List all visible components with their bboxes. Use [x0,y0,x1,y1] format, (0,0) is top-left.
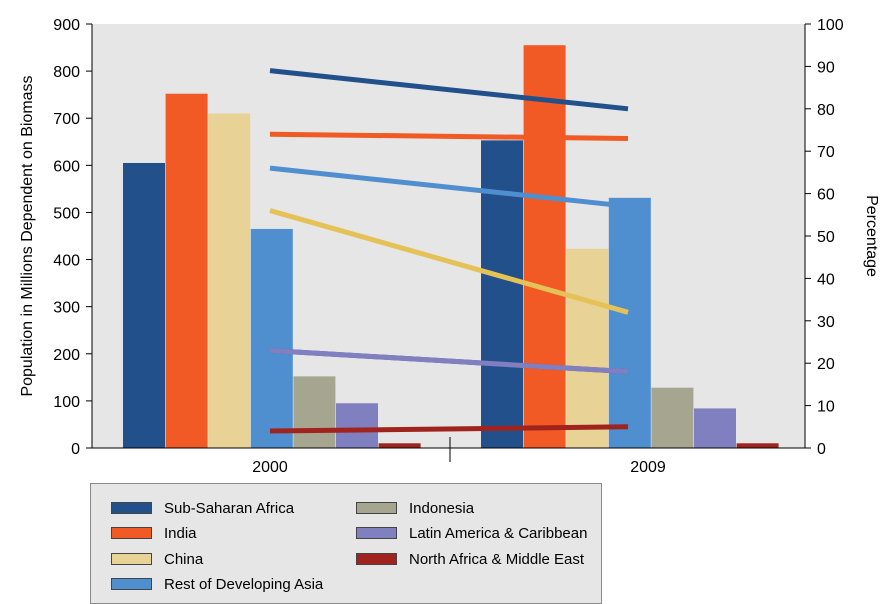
right-tick-label: 30 [817,314,835,331]
bar-india-2000 [165,93,208,449]
legend-swatch [356,502,397,514]
right-tick-label: 70 [817,144,835,161]
legend-swatch [111,527,152,539]
category-label-2009: 2009 [630,459,666,476]
legend-label: Rest of Developing Asia [164,575,324,593]
legend-label: Latin America & Caribbean [409,524,588,542]
bar-india-2009 [523,45,566,448]
legend-swatch [111,553,152,565]
right-tick-label: 90 [817,59,835,76]
left-tick-label: 700 [53,111,80,128]
bar-latin-america-caribbean-2009 [694,408,736,448]
legend: Sub-Saharan Africa India China Rest of D… [90,483,602,604]
percentage-line-china [269,208,629,315]
legend-label: Sub-Saharan Africa [164,499,295,517]
legend-swatch [111,578,152,590]
legend-label: North Africa & Middle East [409,550,585,568]
bar-china-2000 [208,113,251,448]
legend-item-north-africa-middle-east: North Africa & Middle East [356,548,584,570]
percentage-line-india [269,131,629,141]
legend-item-latin-america-caribbean: Latin America & Caribbean [356,522,587,544]
right-tick-label: 80 [817,102,835,119]
right-tick-label: 40 [817,271,835,288]
right-tick-label: 50 [817,229,835,246]
legend-item-sub-saharan-africa: Sub-Saharan Africa [111,497,294,519]
bar-indonesia-2009 [651,387,694,448]
y-axis-title-left: Population in Millions Dependent on Biom… [19,75,36,396]
bar-china-2009 [566,248,609,448]
legend-label: Indonesia [409,499,475,517]
bar-rest-of-developing-asia-2000 [250,228,293,448]
percentage-line-sub-saharan-africa [269,68,629,112]
legend-swatch [111,502,152,514]
left-tick-label: 200 [53,347,80,364]
left-tick-label: 600 [53,158,80,175]
right-tick-label: 10 [817,399,835,416]
left-tick-label: 800 [53,64,80,81]
right-tick-label: 20 [817,356,835,373]
percentage-line-north-africa-middle-east [269,424,629,434]
y-axis-title-right: Percentage [863,195,880,277]
percentage-line-rest-of-developing-asia [269,165,629,209]
left-tick-label: 500 [53,205,80,222]
left-tick-label: 900 [53,17,80,34]
right-tick-label: 0 [817,441,826,458]
legend-swatch [356,553,397,565]
left-tick-label: 0 [71,441,80,458]
category-label-2000: 2000 [252,459,288,476]
legend-item-india: India [111,522,197,544]
bar-north-africa-middle-east-2009 [736,443,779,448]
bar-latin-america-caribbean-2000 [336,403,378,448]
bar-sub-saharan-africa-2009 [481,140,523,448]
bar-sub-saharan-africa-2000 [123,162,165,448]
right-tick-label: 60 [817,187,835,204]
left-tick-label: 300 [53,300,80,317]
bar-north-africa-middle-east-2000 [378,443,421,448]
legend-item-rest-of-developing-asia: Rest of Developing Asia [111,573,323,595]
left-tick-label: 100 [53,394,80,411]
left-tick-label: 400 [53,253,80,270]
legend-item-china: China [111,548,203,570]
right-tick-label: 100 [817,17,844,34]
legend-label: China [164,550,204,568]
legend-item-indonesia: Indonesia [356,497,474,519]
legend-swatch [356,527,397,539]
bar-indonesia-2000 [293,376,336,448]
percentage-line-latin-america-caribbean [269,347,629,375]
bar-rest-of-developing-asia-2009 [608,197,651,448]
legend-label: India [164,524,197,542]
